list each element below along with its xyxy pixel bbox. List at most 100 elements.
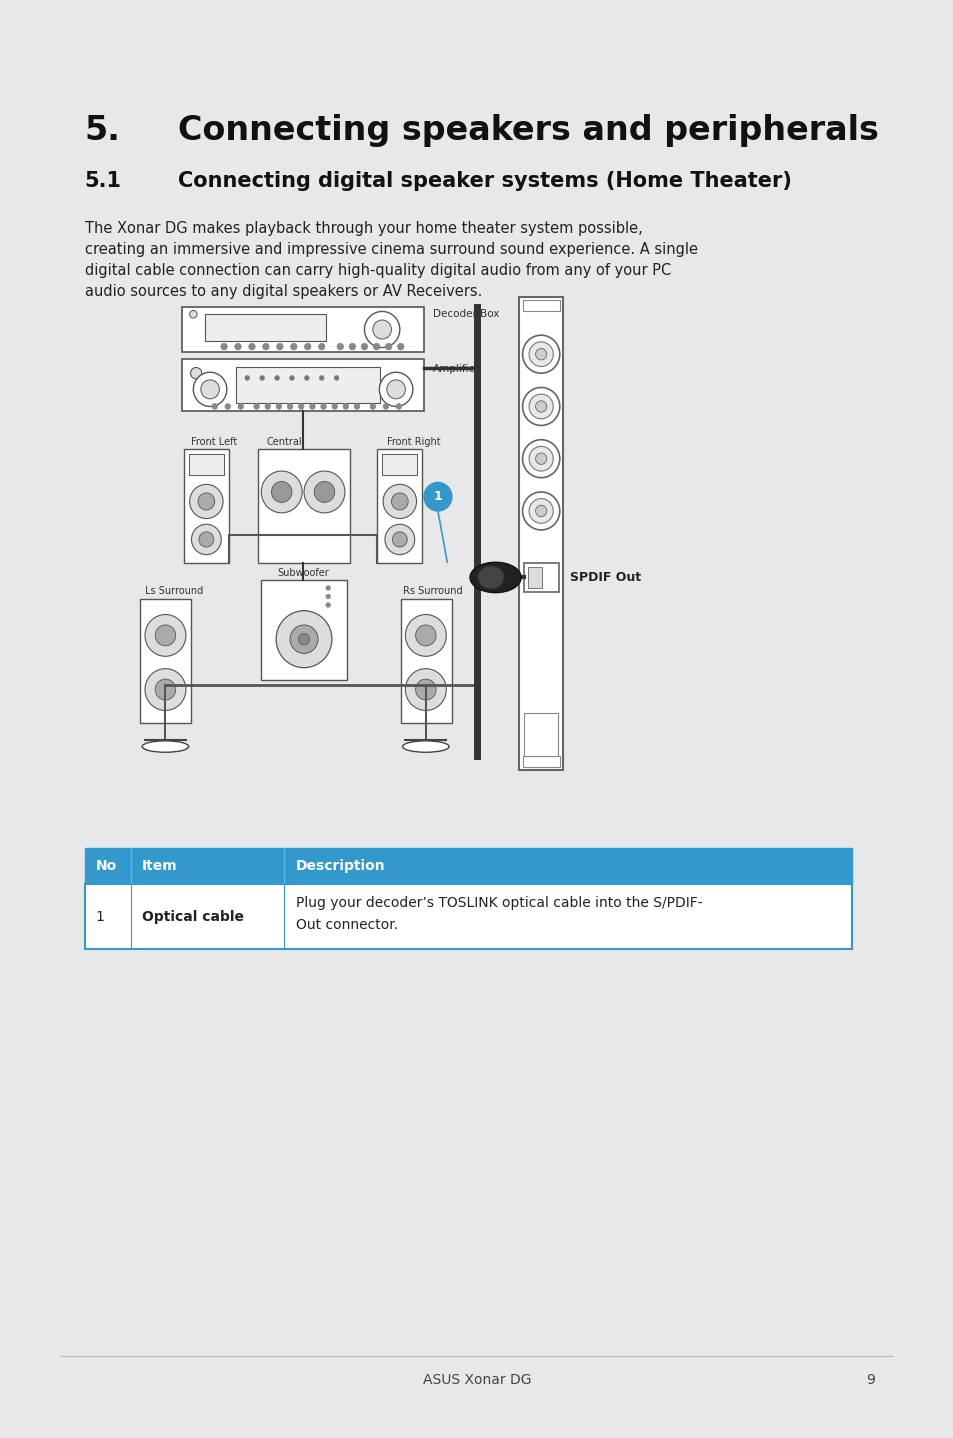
Text: Decoder Box: Decoder Box <box>433 309 499 319</box>
Circle shape <box>145 614 186 656</box>
Bar <box>528 567 541 588</box>
Circle shape <box>265 404 271 410</box>
Text: 1: 1 <box>433 490 442 503</box>
Circle shape <box>314 482 335 502</box>
Circle shape <box>535 505 546 516</box>
Text: Central: Central <box>267 437 302 447</box>
Circle shape <box>522 335 559 374</box>
Text: Amplifier: Amplifier <box>433 364 480 374</box>
Bar <box>205 315 326 341</box>
Circle shape <box>397 344 403 349</box>
Text: creating an immersive and impressive cinema surround sound experience. A single: creating an immersive and impressive cin… <box>85 242 697 257</box>
Text: Connecting speakers and peripherals: Connecting speakers and peripherals <box>177 114 878 147</box>
Bar <box>182 306 423 352</box>
Circle shape <box>249 344 255 349</box>
Bar <box>522 301 559 312</box>
Circle shape <box>522 492 559 531</box>
Circle shape <box>385 344 392 349</box>
Bar <box>518 298 563 771</box>
Text: Out connector.: Out connector. <box>295 917 397 932</box>
Circle shape <box>373 321 391 339</box>
Bar <box>189 454 224 475</box>
Bar <box>400 600 452 723</box>
Circle shape <box>290 375 294 380</box>
Circle shape <box>416 626 436 646</box>
Circle shape <box>529 342 553 367</box>
Bar <box>258 449 349 564</box>
Circle shape <box>423 483 452 510</box>
Text: ASUS Xonar DG: ASUS Xonar DG <box>422 1373 531 1388</box>
Text: Description: Description <box>295 860 385 873</box>
Circle shape <box>361 344 367 349</box>
Circle shape <box>535 453 546 464</box>
Bar <box>377 449 421 564</box>
Circle shape <box>391 493 408 510</box>
Circle shape <box>383 485 416 519</box>
Circle shape <box>405 614 446 656</box>
Circle shape <box>522 440 559 477</box>
Bar <box>382 454 417 475</box>
Circle shape <box>405 669 446 710</box>
Circle shape <box>535 401 546 413</box>
Circle shape <box>318 344 325 349</box>
Circle shape <box>326 585 330 590</box>
Circle shape <box>272 482 292 502</box>
Ellipse shape <box>477 567 503 588</box>
Circle shape <box>276 344 283 349</box>
Circle shape <box>334 375 338 380</box>
Circle shape <box>287 404 293 410</box>
Circle shape <box>370 404 375 410</box>
Circle shape <box>274 375 279 380</box>
Circle shape <box>212 404 217 410</box>
Circle shape <box>304 375 309 380</box>
Text: Item: Item <box>142 860 177 873</box>
Circle shape <box>237 404 243 410</box>
Circle shape <box>364 312 399 348</box>
Ellipse shape <box>142 741 189 752</box>
Text: Ls Surround: Ls Surround <box>145 587 203 597</box>
Circle shape <box>384 525 415 555</box>
Circle shape <box>304 344 311 349</box>
Circle shape <box>145 669 186 710</box>
Circle shape <box>416 679 436 700</box>
Ellipse shape <box>470 562 520 592</box>
Circle shape <box>261 472 302 513</box>
Text: 5.1: 5.1 <box>85 171 121 191</box>
Circle shape <box>290 626 317 653</box>
Circle shape <box>336 344 343 349</box>
Circle shape <box>529 446 553 472</box>
Circle shape <box>392 532 407 546</box>
Circle shape <box>245 375 250 380</box>
Bar <box>140 600 192 723</box>
Circle shape <box>259 375 264 380</box>
Circle shape <box>198 493 214 510</box>
Circle shape <box>395 404 401 410</box>
Text: Optical cable: Optical cable <box>142 910 244 923</box>
Circle shape <box>155 626 175 646</box>
Circle shape <box>304 472 345 513</box>
Bar <box>524 713 558 756</box>
Text: Connecting digital speaker systems (Home Theater): Connecting digital speaker systems (Home… <box>177 171 791 191</box>
Circle shape <box>326 594 330 598</box>
Circle shape <box>373 344 379 349</box>
Circle shape <box>332 404 337 410</box>
Bar <box>261 581 347 680</box>
Circle shape <box>190 311 197 318</box>
Text: digital cable connection can carry high-quality digital audio from any of your P: digital cable connection can carry high-… <box>85 263 670 278</box>
Text: Rs Surround: Rs Surround <box>402 587 462 597</box>
Circle shape <box>310 404 314 410</box>
Circle shape <box>262 344 269 349</box>
Circle shape <box>193 372 227 407</box>
Circle shape <box>220 344 227 349</box>
Bar <box>523 564 558 591</box>
Text: SPDIF Out: SPDIF Out <box>569 571 640 584</box>
Circle shape <box>320 404 326 410</box>
Bar <box>85 884 851 949</box>
Circle shape <box>386 380 405 398</box>
Circle shape <box>319 375 324 380</box>
Circle shape <box>354 404 359 410</box>
Text: Subwoofer: Subwoofer <box>277 568 329 578</box>
Bar <box>182 360 423 411</box>
Bar <box>184 449 229 564</box>
Text: 1: 1 <box>95 910 105 923</box>
